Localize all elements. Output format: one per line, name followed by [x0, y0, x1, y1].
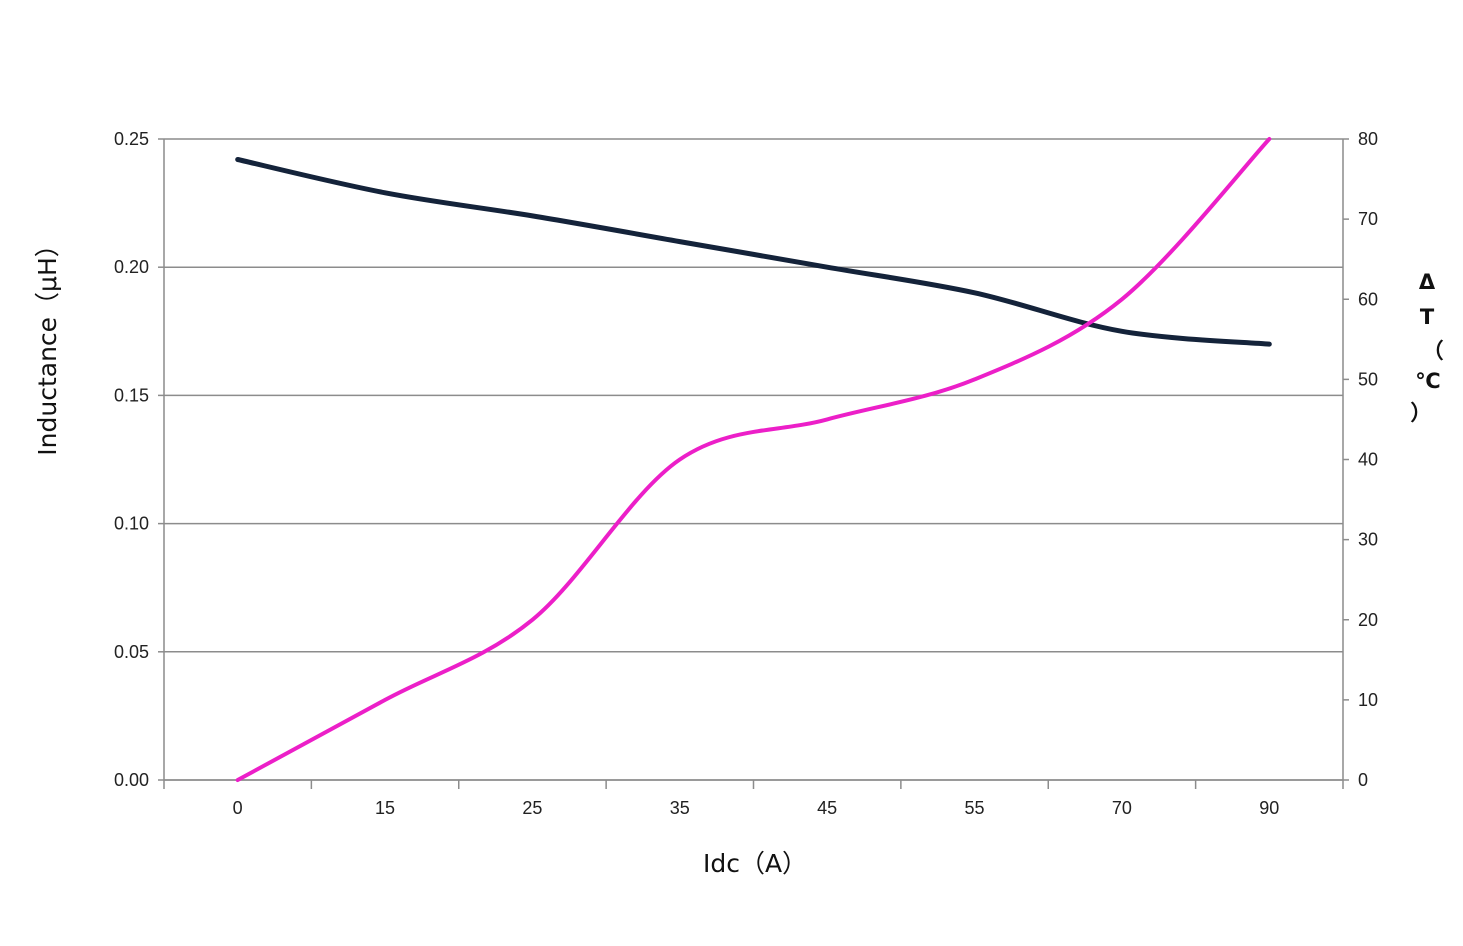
x-tick-label: 25 — [522, 798, 542, 818]
y2-tick-label: 70 — [1358, 209, 1378, 229]
y-tick-label: 0.10 — [114, 514, 149, 534]
x-tick-label: 70 — [1112, 798, 1132, 818]
x-axis-title: Idc（A） — [703, 849, 807, 878]
y2-axis-title: ΔT （ ℃ ） — [1411, 270, 1444, 425]
gridlines — [158, 138, 1349, 781]
y2-tick-label: 10 — [1358, 690, 1378, 710]
x-tick-label: 15 — [375, 798, 395, 818]
x-tick-label: 55 — [965, 798, 985, 818]
y-tick-label: 0.20 — [114, 257, 149, 277]
right-y-tick-labels: 0 10 20 30 40 50 60 70 80 — [1358, 129, 1378, 790]
y2-title-glyph: ℃ — [1415, 369, 1440, 393]
inductance-line — [235, 157, 1272, 347]
temperature-rise-line — [235, 137, 1272, 782]
y-tick-label: 0.00 — [114, 770, 149, 790]
y-tick-label: 0.05 — [114, 642, 149, 662]
y2-tick-label: 60 — [1358, 289, 1378, 309]
y2-title-glyph: Δ — [1419, 270, 1436, 294]
y2-title-glyph: T — [1420, 305, 1435, 329]
y2-tick-label: 80 — [1358, 129, 1378, 149]
x-tick-label: 0 — [233, 798, 243, 818]
y2-title-glyph: （ — [1423, 339, 1444, 363]
y-axis-title: Inductance（μH） — [33, 232, 62, 455]
y2-title-glyph: ） — [1411, 401, 1432, 425]
x-tick-label: 45 — [817, 798, 837, 818]
y-tick-label: 0.15 — [114, 385, 149, 405]
y2-tick-label: 40 — [1358, 450, 1378, 470]
left-y-tick-labels: 0.00 0.05 0.10 0.15 0.20 0.25 — [114, 129, 149, 790]
y2-tick-label: 30 — [1358, 530, 1378, 550]
axes — [163, 139, 1344, 789]
x-tick-label: 90 — [1259, 798, 1279, 818]
y2-tick-label: 50 — [1358, 369, 1378, 389]
x-tick-label: 35 — [670, 798, 690, 818]
y2-tick-label: 0 — [1358, 770, 1368, 790]
y2-tick-label: 20 — [1358, 610, 1378, 630]
series-lines — [235, 137, 1272, 782]
y-tick-label: 0.25 — [114, 129, 149, 149]
x-tick-labels: 0 15 25 35 45 55 70 90 — [233, 798, 1280, 818]
